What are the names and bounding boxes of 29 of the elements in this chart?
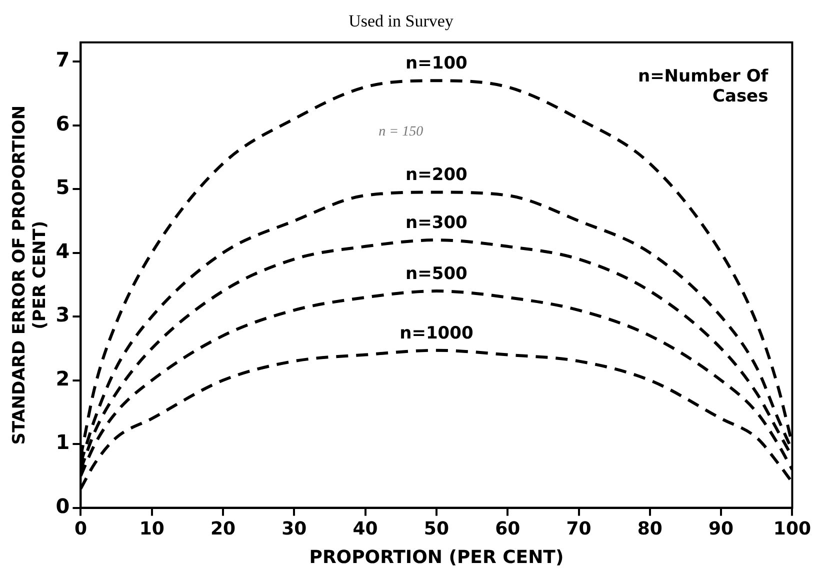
chart-title: Used in Survey (348, 12, 454, 31)
x-tick-label: 40 (352, 518, 378, 540)
x-tick-label: 50 (424, 518, 449, 540)
y-tick-label: 3 (56, 302, 70, 327)
x-tick-label: 80 (637, 518, 662, 540)
y-axis-title: STANDARD ERROR OF PROPORTION (PER CENT) (10, 105, 50, 445)
y-tick-label: 6 (56, 111, 70, 136)
x-tick-label: 60 (495, 518, 520, 540)
series-label: n=100 (406, 54, 468, 74)
x-tick-label: 0 (74, 518, 87, 540)
y-tick-label: 5 (56, 175, 70, 200)
series-label: n=500 (406, 264, 468, 284)
y-tick-label: 0 (56, 494, 70, 518)
x-axis-title: PROPORTION (PER CENT) (309, 546, 564, 568)
annotation: n = 150 (378, 124, 424, 140)
series-label: n=300 (406, 212, 468, 233)
y-tick-label: 7 (56, 48, 70, 72)
x-tick-label: 100 (773, 518, 811, 540)
x-tick-label: 70 (566, 518, 592, 540)
x-tick-label: 30 (282, 518, 307, 540)
y-tick-label: 4 (56, 238, 70, 263)
annotation: n=Number Of Cases (638, 66, 769, 106)
x-tick-label: 90 (708, 518, 734, 540)
x-tick-label: 20 (210, 518, 236, 540)
series-label: n=1000 (400, 323, 474, 344)
y-tick-label: 2 (56, 366, 70, 390)
series-label: n=200 (406, 165, 468, 186)
x-tick-label: 10 (139, 518, 164, 540)
y-tick-label: 1 (56, 430, 70, 454)
